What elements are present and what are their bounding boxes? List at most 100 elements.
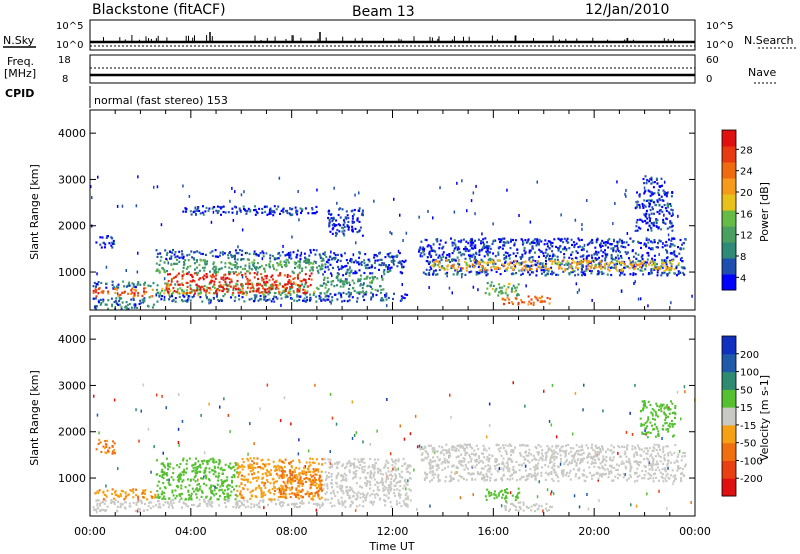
echo-cell <box>658 479 660 482</box>
echo-cell <box>199 286 202 289</box>
echo-cell <box>297 489 300 492</box>
echo-cell <box>249 282 251 286</box>
scatter-echo <box>399 213 401 217</box>
echo-cell <box>253 209 255 212</box>
echo-cell <box>558 263 561 267</box>
echo-cell <box>126 303 129 307</box>
echo-cell <box>281 265 283 269</box>
echo-cell <box>372 278 375 281</box>
echo-cell <box>607 268 609 271</box>
echo-cell <box>429 254 432 257</box>
echo-cell <box>309 473 312 476</box>
echo-cell <box>197 292 200 295</box>
echo-cell <box>677 264 680 267</box>
echo-cell <box>390 473 392 476</box>
echo-cell <box>286 259 289 262</box>
echo-cell <box>677 262 680 265</box>
echo-cell <box>208 282 211 285</box>
echo-cell <box>231 481 233 484</box>
echo-cell <box>174 300 177 303</box>
echo-cell <box>326 298 329 301</box>
echo-cell <box>635 263 638 266</box>
scatter-echo <box>389 452 392 456</box>
echo-cell <box>263 268 266 271</box>
echo-cell <box>187 505 190 508</box>
scatter-echo <box>586 493 588 496</box>
echo-cell <box>95 282 98 286</box>
echo-cell <box>670 263 673 266</box>
echo-cell <box>500 292 503 295</box>
echo-cell <box>327 288 330 291</box>
echo-cell <box>324 492 327 496</box>
echo-cell <box>552 253 555 256</box>
echo-cell <box>665 248 667 252</box>
echo-cell <box>211 457 214 460</box>
echo-cell <box>358 209 361 212</box>
echo-cell <box>212 469 215 472</box>
scatter-echo <box>97 175 99 179</box>
echo-cell <box>242 478 245 481</box>
echo-cell <box>220 299 223 302</box>
echo-cell <box>407 470 410 473</box>
echo-cell <box>182 473 185 476</box>
echo-cell <box>291 270 294 273</box>
echo-cell <box>160 462 163 465</box>
echo-cell <box>342 492 345 495</box>
echo-cell <box>284 289 287 292</box>
echo-cell <box>468 255 471 258</box>
echo-cell <box>438 265 441 268</box>
echo-cell <box>458 269 461 272</box>
echo-cell <box>298 480 301 483</box>
echo-cell <box>644 214 647 217</box>
echo-cell <box>254 208 257 211</box>
echo-cell <box>369 272 372 275</box>
echo-cell <box>172 498 174 501</box>
echo-cell <box>623 273 626 276</box>
echo-cell <box>212 205 215 209</box>
echo-cell <box>666 274 669 277</box>
echo-cell <box>339 224 341 227</box>
echo-cell <box>345 280 348 283</box>
echo-cell <box>207 209 210 212</box>
scatter-echo <box>582 458 584 462</box>
echo-region-14 <box>422 255 686 277</box>
echo-cell <box>365 494 368 497</box>
echo-cell <box>394 473 397 476</box>
echo-cell <box>163 271 166 274</box>
echo-cell <box>320 299 323 302</box>
echo-cell <box>152 505 155 508</box>
echo-cell <box>309 251 312 254</box>
echo-cell <box>255 294 258 297</box>
echo-cell <box>273 498 276 501</box>
echo-cell <box>340 487 343 490</box>
echo-cell <box>184 486 187 489</box>
echo-cell <box>170 263 173 266</box>
echo-cell <box>279 274 281 277</box>
echo-cell <box>312 474 315 477</box>
echo-cell <box>186 254 189 257</box>
echo-cell <box>314 478 317 481</box>
echo-cell <box>471 237 473 241</box>
echo-cell <box>591 256 594 259</box>
echo-cell <box>237 252 240 255</box>
echo-cell <box>457 240 460 243</box>
echo-cell <box>446 259 448 262</box>
echo-cell <box>423 247 426 250</box>
echo-cell <box>577 246 580 249</box>
scatter-echo <box>203 475 205 479</box>
echo-cell <box>227 254 230 257</box>
echo-cell <box>331 258 334 261</box>
echo-cell <box>509 261 512 265</box>
echo-cell <box>350 500 353 503</box>
echo-cell <box>586 259 589 262</box>
echo-cell <box>244 264 247 267</box>
echo-cell <box>563 247 566 250</box>
echo-cell <box>191 289 194 292</box>
echo-cell <box>373 478 376 481</box>
echo-cell <box>227 289 230 292</box>
echo-cell <box>647 199 650 202</box>
echo-cell <box>530 241 533 244</box>
echo-cell <box>122 280 125 283</box>
echo-cell <box>189 299 192 302</box>
echo-cell <box>517 303 520 306</box>
